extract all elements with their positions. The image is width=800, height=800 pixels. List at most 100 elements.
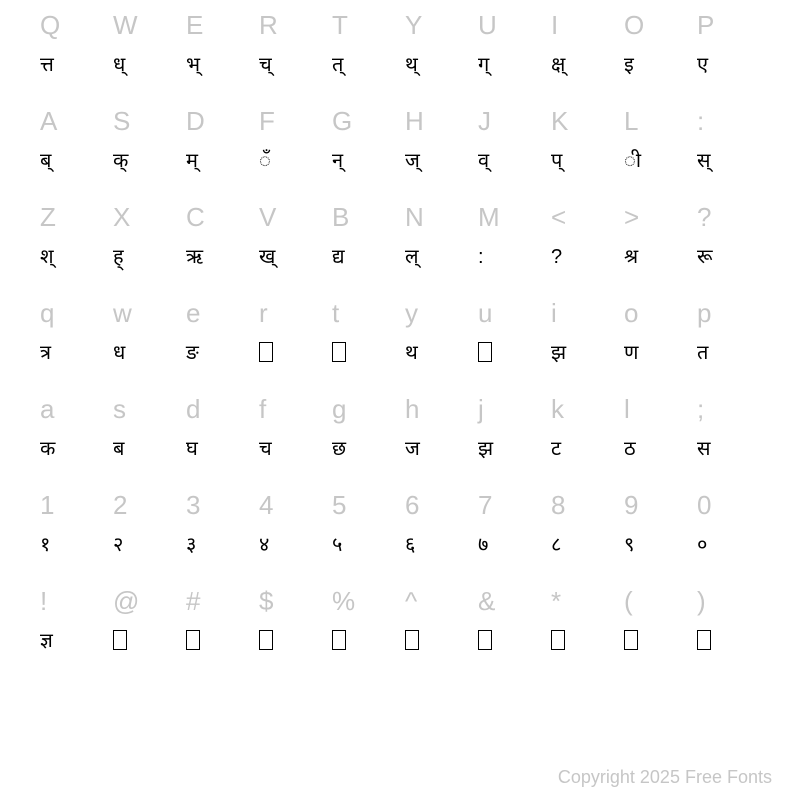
missing-glyph-box	[697, 630, 711, 650]
glyph-label: ल्	[405, 242, 478, 288]
glyph-label: श्	[40, 242, 113, 288]
key-label: 7	[478, 480, 551, 530]
key-label: J	[478, 96, 551, 146]
key-label: ;	[697, 384, 770, 434]
key-label: S	[113, 96, 186, 146]
key-label: X	[113, 192, 186, 242]
glyph-label: छ	[332, 434, 405, 480]
key-label: %	[332, 576, 405, 626]
glyph-label: ह्	[113, 242, 186, 288]
key-label: t	[332, 288, 405, 338]
key-label: f	[259, 384, 332, 434]
key-label: 8	[551, 480, 624, 530]
glyph-label: ७	[478, 530, 551, 576]
key-label: &	[478, 576, 551, 626]
glyph-label: ६	[405, 530, 478, 576]
glyph-label: ब्	[40, 146, 113, 192]
glyph-label: ग्	[478, 50, 551, 96]
missing-glyph-box	[259, 630, 273, 650]
key-label: M	[478, 192, 551, 242]
glyph-label: त्र	[40, 338, 113, 384]
key-label: K	[551, 96, 624, 146]
key-label: !	[40, 576, 113, 626]
key-label: y	[405, 288, 478, 338]
glyph-label	[332, 626, 405, 672]
glyph-label: झ	[478, 434, 551, 480]
key-label: 3	[186, 480, 259, 530]
key-label: g	[332, 384, 405, 434]
glyph-label: स	[697, 434, 770, 480]
glyph-label	[405, 626, 478, 672]
missing-glyph-box	[186, 630, 200, 650]
glyph-label: द्य	[332, 242, 405, 288]
key-label: )	[697, 576, 770, 626]
key-label: Y	[405, 0, 478, 50]
glyph-label: भ्	[186, 50, 259, 96]
key-label: B	[332, 192, 405, 242]
key-label: ^	[405, 576, 478, 626]
key-label: h	[405, 384, 478, 434]
key-label: u	[478, 288, 551, 338]
key-label: Q	[40, 0, 113, 50]
missing-glyph-box	[624, 630, 638, 650]
key-label: o	[624, 288, 697, 338]
glyph-label	[259, 626, 332, 672]
missing-glyph-box	[405, 630, 419, 650]
key-label: $	[259, 576, 332, 626]
glyph-label: क	[40, 434, 113, 480]
glyph-label: ५	[332, 530, 405, 576]
key-label: I	[551, 0, 624, 50]
missing-glyph-box	[478, 342, 492, 362]
key-label: k	[551, 384, 624, 434]
glyph-label	[478, 338, 551, 384]
key-label: d	[186, 384, 259, 434]
key-label: V	[259, 192, 332, 242]
key-label: T	[332, 0, 405, 50]
glyph-label	[332, 338, 405, 384]
glyph-label: ज	[405, 434, 478, 480]
key-label: e	[186, 288, 259, 338]
key-label: p	[697, 288, 770, 338]
glyph-label	[624, 626, 697, 672]
glyph-label: झ	[551, 338, 624, 384]
glyph-label: ४	[259, 530, 332, 576]
glyph-label: म्	[186, 146, 259, 192]
glyph-label: ध	[113, 338, 186, 384]
key-label: O	[624, 0, 697, 50]
missing-glyph-box	[113, 630, 127, 650]
glyph-label: इ	[624, 50, 697, 96]
key-label: >	[624, 192, 697, 242]
missing-glyph-box	[259, 342, 273, 362]
glyph-label: च	[259, 434, 332, 480]
key-label: l	[624, 384, 697, 434]
key-label: 9	[624, 480, 697, 530]
glyph-label	[551, 626, 624, 672]
key-label: 0	[697, 480, 770, 530]
glyph-label: रू	[697, 242, 770, 288]
key-label: H	[405, 96, 478, 146]
key-label: a	[40, 384, 113, 434]
glyph-label: ऋ	[186, 242, 259, 288]
key-label: U	[478, 0, 551, 50]
key-label: j	[478, 384, 551, 434]
key-label: 5	[332, 480, 405, 530]
key-label: r	[259, 288, 332, 338]
glyph-label: क्ष्	[551, 50, 624, 96]
glyph-label	[113, 626, 186, 672]
glyph-label: त्त	[40, 50, 113, 96]
key-label: R	[259, 0, 332, 50]
glyph-label: त्	[332, 50, 405, 96]
glyph-label: ी	[624, 146, 697, 192]
glyph-label: ८	[551, 530, 624, 576]
key-label: :	[697, 96, 770, 146]
key-label: (	[624, 576, 697, 626]
key-label: N	[405, 192, 478, 242]
glyph-label: त	[697, 338, 770, 384]
key-label: P	[697, 0, 770, 50]
key-label: *	[551, 576, 624, 626]
glyph-label	[259, 338, 332, 384]
key-label: #	[186, 576, 259, 626]
key-label: 1	[40, 480, 113, 530]
glyph-label: :	[478, 242, 551, 288]
key-label: F	[259, 96, 332, 146]
